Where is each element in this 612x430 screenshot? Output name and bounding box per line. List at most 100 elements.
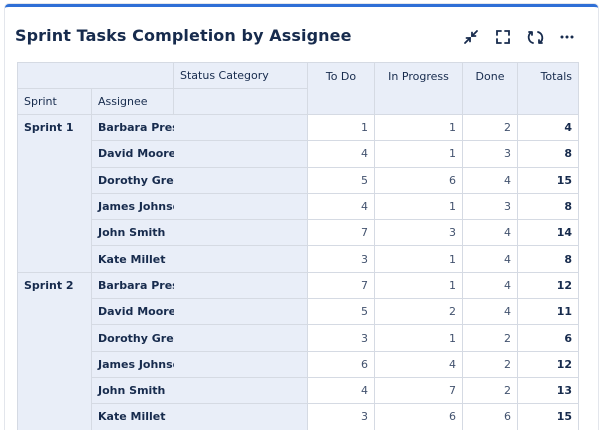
done-cell: 4 <box>462 245 518 273</box>
done-cell: 3 <box>462 140 518 168</box>
header-status-category: Status Category <box>173 62 308 89</box>
header-sprint[interactable]: Sprint <box>17 88 92 115</box>
assignee-pad-cell <box>173 192 308 221</box>
header-assignee[interactable]: Assignee <box>91 88 174 115</box>
todo-cell: 4 <box>307 192 375 221</box>
done-cell: 2 <box>462 324 518 352</box>
todo-cell: 6 <box>307 350 375 378</box>
assignee-pad-cell <box>173 350 308 378</box>
more-icon[interactable] <box>558 28 576 46</box>
done-cell: 4 <box>462 219 518 247</box>
total-cell: 8 <box>517 245 579 273</box>
assignee-pad-cell <box>173 245 308 273</box>
done-cell: 2 <box>462 350 518 378</box>
assignee-cell: Barbara Presley <box>91 113 174 142</box>
total-cell: 12 <box>517 271 579 300</box>
assignee-cell: Kate Millet <box>91 403 174 430</box>
assignee-pad-cell <box>173 324 308 352</box>
done-cell: 2 <box>462 113 518 142</box>
header-in-progress[interactable]: In Progress <box>374 62 463 115</box>
in-progress-cell: 2 <box>374 298 463 326</box>
done-cell: 3 <box>462 192 518 221</box>
todo-cell: 3 <box>307 245 375 273</box>
widget-title: Sprint Tasks Completion by Assignee <box>15 26 352 45</box>
assignee-cell: John Smith <box>91 219 174 247</box>
done-cell: 4 <box>462 166 518 194</box>
table-row: Dorothy Grey 5 6 4 15 <box>18 166 579 194</box>
assignee-cell: James Johnson <box>91 192 174 221</box>
table-row: David Moore 4 1 3 8 <box>18 140 579 168</box>
total-cell: 4 <box>517 113 579 142</box>
sprint-cell: Sprint 2 <box>17 271 92 430</box>
assignee-pad-cell <box>173 219 308 247</box>
in-progress-cell: 7 <box>374 376 463 405</box>
in-progress-cell: 1 <box>374 324 463 352</box>
assignee-pad-cell <box>173 376 308 405</box>
assignee-cell: David Moore <box>91 298 174 326</box>
assignee-cell: Kate Millet <box>91 245 174 273</box>
widget-panel: Sprint Tasks Completion by Assignee <box>5 4 598 430</box>
todo-cell: 3 <box>307 324 375 352</box>
in-progress-cell: 4 <box>374 350 463 378</box>
header-corner <box>17 62 174 89</box>
table-row: John Smith 4 7 2 13 <box>18 376 579 405</box>
in-progress-cell: 1 <box>374 192 463 221</box>
total-cell: 15 <box>517 403 579 430</box>
assignee-cell: Barbara Presley <box>91 271 174 300</box>
in-progress-cell: 1 <box>374 113 463 142</box>
total-cell: 6 <box>517 324 579 352</box>
in-progress-cell: 6 <box>374 166 463 194</box>
total-cell: 8 <box>517 140 579 168</box>
todo-cell: 4 <box>307 140 375 168</box>
table-row: John Smith 7 3 4 14 <box>18 219 579 247</box>
todo-cell: 4 <box>307 376 375 405</box>
done-cell: 6 <box>462 403 518 430</box>
in-progress-cell: 1 <box>374 245 463 273</box>
refresh-icon[interactable] <box>526 28 544 46</box>
sprint-cell: Sprint 1 <box>17 114 92 273</box>
table-row: Kate Millet 3 1 4 8 <box>18 245 579 273</box>
assignee-cell: James Johnson <box>91 350 174 378</box>
todo-cell: 7 <box>307 219 375 247</box>
header-totals[interactable]: Totals <box>517 62 579 115</box>
table-row: Kate Millet 3 6 6 15 <box>18 403 579 430</box>
assignee-pad-cell <box>173 113 308 142</box>
collapse-icon[interactable] <box>462 28 480 46</box>
done-cell: 4 <box>462 298 518 326</box>
header-todo[interactable]: To Do <box>307 62 375 115</box>
in-progress-cell: 1 <box>374 140 463 168</box>
todo-cell: 3 <box>307 403 375 430</box>
total-cell: 13 <box>517 376 579 405</box>
total-cell: 12 <box>517 350 579 378</box>
pivot-table-container: Status Category To Do In Progress Done T… <box>17 62 579 430</box>
assignee-pad-cell <box>173 403 308 430</box>
todo-cell: 5 <box>307 298 375 326</box>
header-blank <box>173 88 308 115</box>
assignee-cell: Dorothy Grey <box>91 166 174 194</box>
widget-toolbar <box>462 27 576 47</box>
assignee-cell: John Smith <box>91 376 174 405</box>
done-cell: 2 <box>462 376 518 405</box>
assignee-pad-cell <box>173 166 308 194</box>
table-row: Dorothy Grey 3 1 2 6 <box>18 324 579 352</box>
assignee-pad-cell <box>173 140 308 168</box>
assignee-pad-cell <box>173 298 308 326</box>
assignee-cell: Dorothy Grey <box>91 324 174 352</box>
total-cell: 14 <box>517 219 579 247</box>
pivot-table: Status Category To Do In Progress Done T… <box>17 62 579 430</box>
todo-cell: 7 <box>307 271 375 300</box>
assignee-cell: David Moore <box>91 140 174 168</box>
done-cell: 4 <box>462 271 518 300</box>
header-done[interactable]: Done <box>462 62 518 115</box>
assignee-pad-cell <box>173 271 308 300</box>
total-cell: 15 <box>517 166 579 194</box>
fullscreen-icon[interactable] <box>494 28 512 46</box>
todo-cell: 5 <box>307 166 375 194</box>
in-progress-cell: 3 <box>374 219 463 247</box>
total-cell: 11 <box>517 298 579 326</box>
in-progress-cell: 1 <box>374 271 463 300</box>
